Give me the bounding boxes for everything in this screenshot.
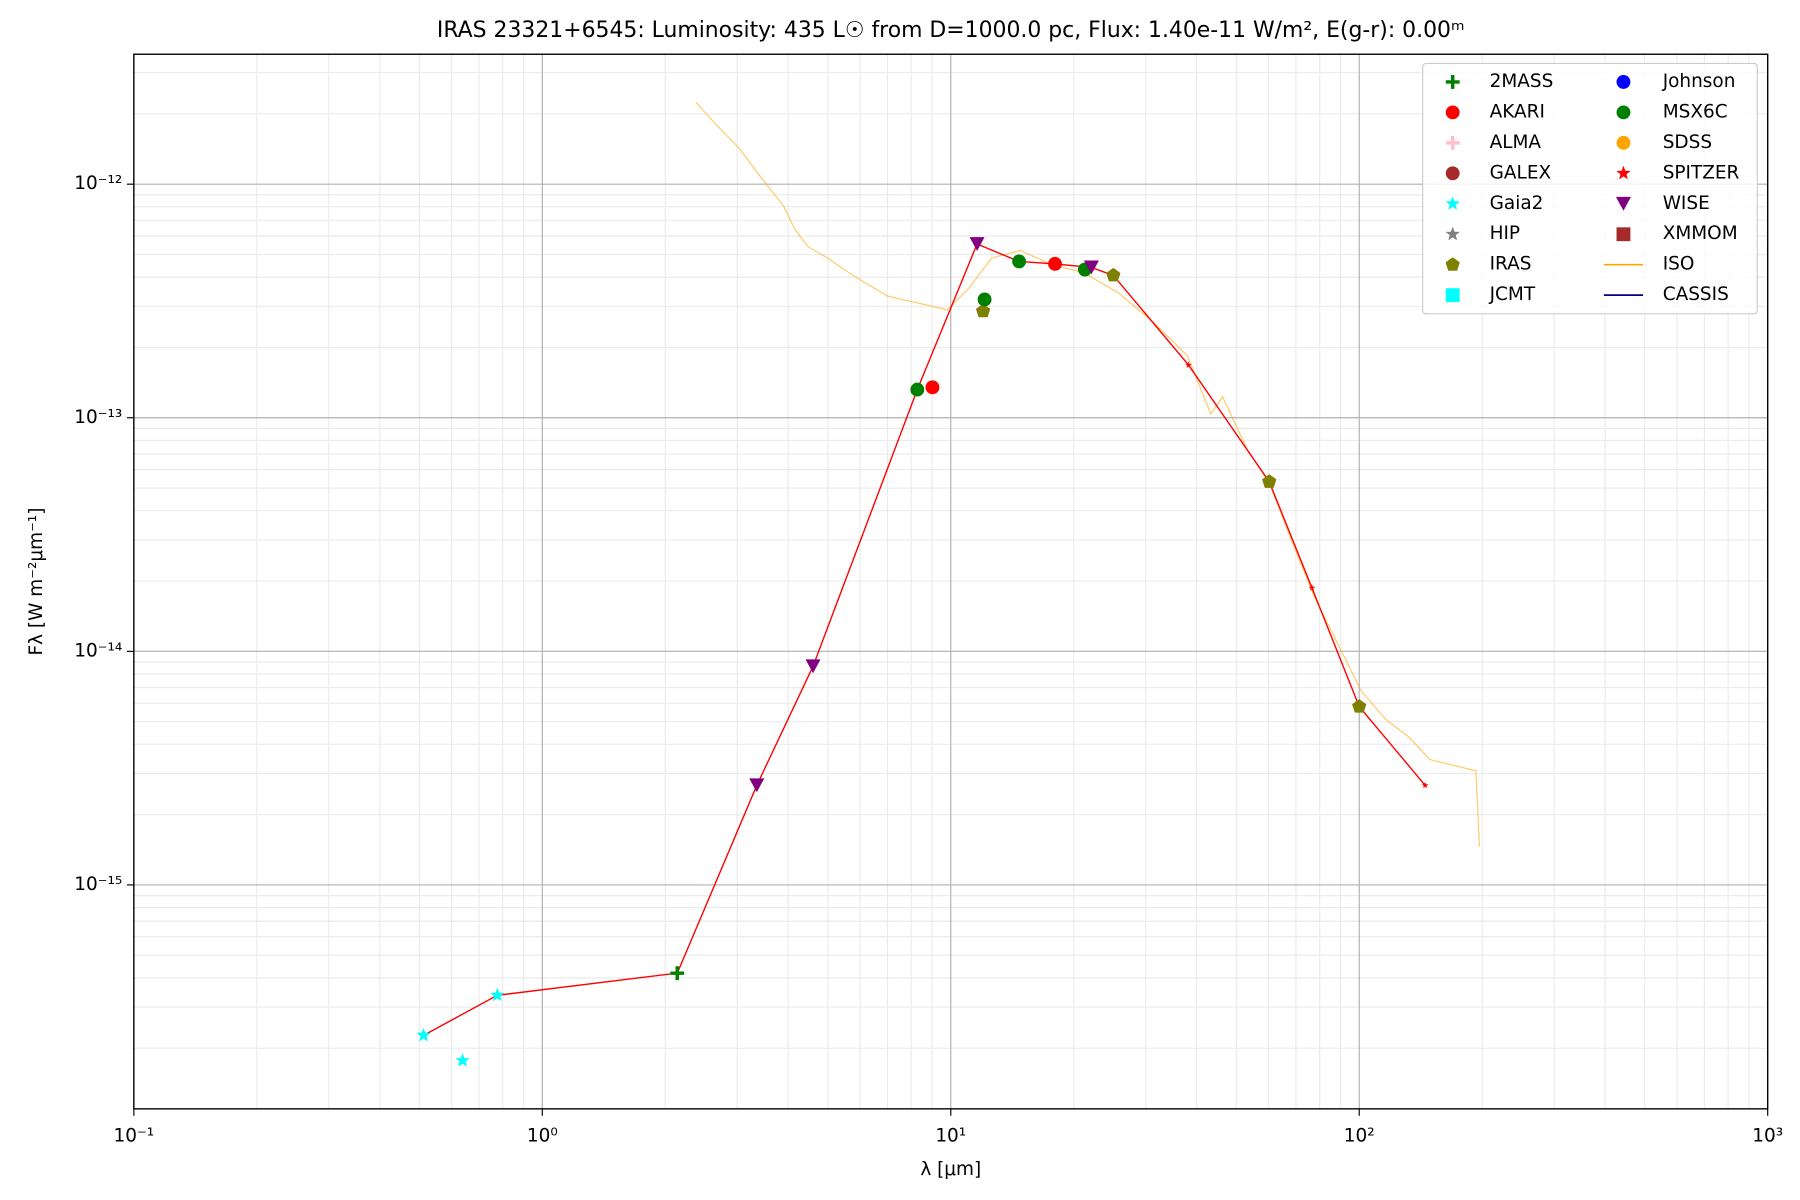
point <box>1421 781 1429 789</box>
legend-label: GALEX <box>1490 162 1552 183</box>
x-tick-label: 10¹ <box>935 1126 966 1147</box>
legend-label: ISO <box>1663 254 1695 275</box>
y-tick-label: 10⁻¹³ <box>74 407 122 428</box>
legend-marker <box>1445 75 1460 89</box>
legend-label: SPITZER <box>1663 162 1740 183</box>
y-axis-label: Fλ [W m⁻²μm⁻¹] <box>26 508 47 656</box>
x-axis-label: λ [μm] <box>920 1159 981 1180</box>
legend-label: CASSIS <box>1663 284 1729 305</box>
legend-box <box>1422 62 1758 315</box>
y-tick-label: 10⁻¹⁵ <box>74 874 122 895</box>
point <box>805 659 821 674</box>
legend-label: IRAS <box>1490 254 1532 275</box>
legend-marker <box>1616 105 1631 120</box>
x-tick-label: 10³ <box>1752 1126 1783 1147</box>
legend-label: MSX6C <box>1663 101 1728 122</box>
sed-line <box>423 243 1426 1036</box>
point <box>975 303 991 318</box>
y-tick-label: 10⁻¹⁴ <box>74 640 122 661</box>
legend-label: SDSS <box>1663 132 1712 153</box>
plot-frame <box>133 53 1769 1110</box>
point <box>1185 361 1192 368</box>
x-tick-label: 10² <box>1344 1126 1375 1147</box>
point <box>977 292 992 307</box>
legend-marker <box>1445 288 1460 303</box>
legend-marker <box>1616 227 1631 242</box>
legend-marker <box>1616 135 1631 150</box>
chart-title: IRAS 23321+6545: Luminosity: 435 L☉ from… <box>437 18 1465 43</box>
point <box>1352 699 1367 713</box>
point <box>1308 584 1316 591</box>
x-tick-label: 10⁻¹ <box>114 1126 155 1147</box>
x-tick-label: 10⁰ <box>527 1126 558 1147</box>
legend-label: HIP <box>1490 223 1520 244</box>
point <box>910 382 925 397</box>
point <box>1106 267 1121 282</box>
point <box>1083 260 1099 275</box>
legend-label: Gaia2 <box>1490 193 1544 214</box>
legend-label: 2MASS <box>1490 71 1554 92</box>
legend-label: AKARI <box>1490 101 1545 122</box>
point <box>969 237 985 252</box>
point <box>1012 254 1027 269</box>
legend-label: XMMOM <box>1663 223 1738 244</box>
spectrum-line <box>695 101 1481 847</box>
legend-marker <box>1445 105 1460 120</box>
legend-label: JCMT <box>1489 284 1536 305</box>
legend-marker <box>1445 166 1460 181</box>
legend-marker <box>1445 135 1460 150</box>
y-tick-label: 10⁻¹² <box>74 173 122 194</box>
point <box>1262 474 1277 488</box>
legend-marker <box>1615 196 1631 211</box>
point <box>749 778 765 793</box>
point <box>925 380 940 395</box>
legend-label: WISE <box>1663 193 1710 214</box>
point <box>1048 256 1062 271</box>
legend-marker <box>1445 196 1460 210</box>
point <box>490 987 505 1002</box>
point <box>670 966 685 981</box>
legend-marker <box>1616 75 1631 89</box>
legend-label: ALMA <box>1490 132 1542 153</box>
point <box>416 1027 431 1042</box>
point <box>455 1053 470 1067</box>
legend-label: Johnson <box>1662 71 1736 92</box>
legend-marker <box>1616 165 1631 180</box>
legend-marker <box>1445 257 1460 271</box>
legend-marker <box>1445 226 1460 241</box>
